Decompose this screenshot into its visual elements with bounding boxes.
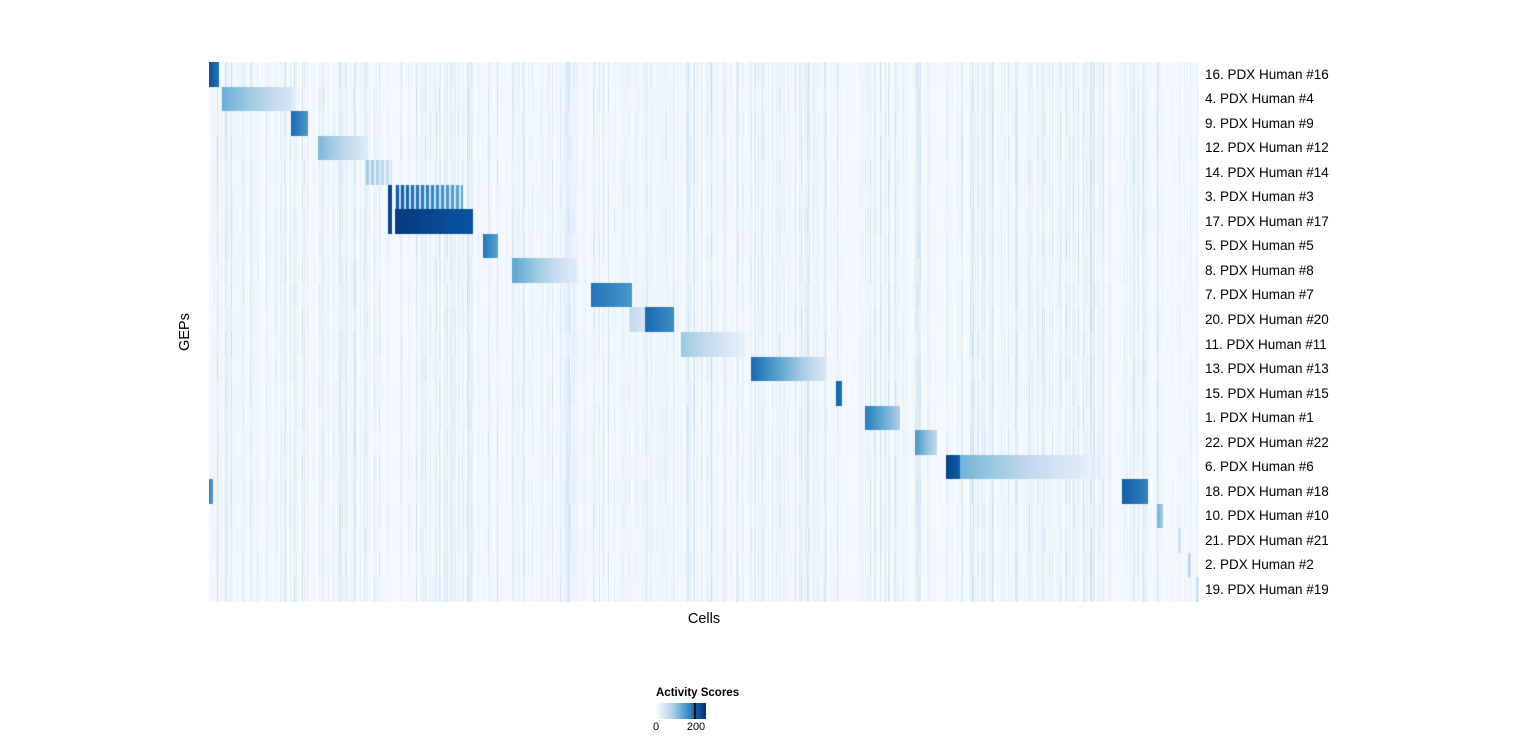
row-label: 3. PDX Human #3 [1205, 189, 1314, 205]
legend-title: Activity Scores [656, 687, 740, 699]
row-label: 13. PDX Human #13 [1205, 361, 1329, 377]
legend-gradient-bar [656, 703, 706, 719]
heatmap-canvas [209, 62, 1199, 602]
y-axis-label-text: GEPs [177, 313, 193, 351]
row-label: 7. PDX Human #7 [1205, 287, 1314, 303]
row-label: 19. PDX Human #19 [1205, 582, 1329, 597]
row-label: 6. PDX Human #6 [1205, 459, 1314, 475]
legend-tick-min: 0 [652, 721, 660, 733]
row-label: 10. PDX Human #10 [1205, 508, 1329, 524]
row-label: 22. PDX Human #22 [1205, 434, 1329, 450]
legend-tick-max: 200 [686, 721, 706, 733]
colorbar-legend: Activity Scores 0 200 [652, 687, 796, 735]
row-labels: 16. PDX Human #16 4. PDX Human #4 9. PDX H… [1205, 62, 1535, 602]
row-label: 17. PDX Human #17 [1205, 213, 1329, 229]
row-label: 14. PDX Human #14 [1205, 164, 1329, 180]
x-axis-label: Cells [687, 611, 721, 627]
row-label: 8. PDX Human #8 [1205, 262, 1314, 278]
row-label: 20. PDX Human #20 [1205, 311, 1329, 327]
row-label: 4. PDX Human #4 [1205, 91, 1314, 107]
row-label: 12. PDX Human #12 [1205, 140, 1329, 156]
row-label: 2. PDX Human #2 [1205, 557, 1314, 573]
row-label: 16. PDX Human #16 [1205, 66, 1329, 82]
row-label: 1. PDX Human #1 [1205, 410, 1314, 426]
y-axis-label: GEPs [168, 62, 202, 602]
legend-ticks: 0 200 [652, 721, 706, 735]
row-label: 11. PDX Human #11 [1205, 336, 1327, 352]
row-label: 9. PDX Human #9 [1205, 115, 1314, 131]
row-label: 18. PDX Human #18 [1205, 483, 1329, 499]
row-label: 15. PDX Human #15 [1205, 385, 1329, 401]
row-label: 21. PDX Human #21 [1205, 532, 1329, 548]
row-label: 5. PDX Human #5 [1205, 238, 1314, 254]
